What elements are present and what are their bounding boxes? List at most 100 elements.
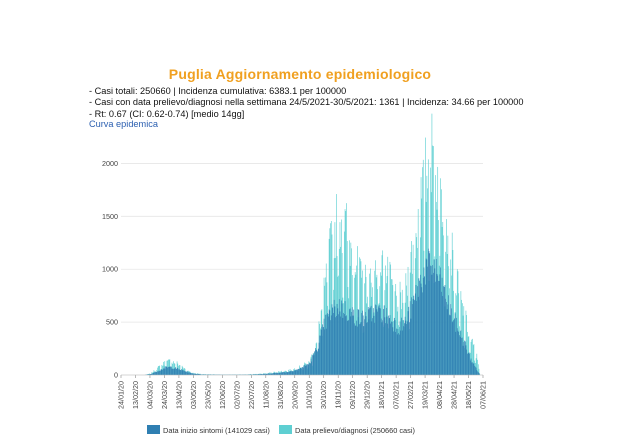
bar (446, 219, 447, 375)
bar (360, 322, 362, 375)
bar (393, 317, 395, 375)
bar (333, 313, 334, 375)
summary-line-total: - Casi totali: 250660 | Incidenza cumula… (89, 86, 347, 96)
bar (259, 374, 260, 375)
bar (410, 318, 412, 375)
bar (454, 318, 455, 375)
bar (435, 281, 436, 375)
bar (179, 370, 181, 375)
bar (438, 281, 440, 375)
bar (324, 329, 326, 375)
bar (440, 267, 441, 375)
bar (452, 321, 454, 375)
bar (149, 374, 150, 375)
x-tick-label: 23/05/20 (203, 381, 212, 409)
bar (313, 355, 315, 375)
bar (372, 308, 374, 375)
bar (396, 328, 397, 375)
bar (276, 372, 278, 375)
bar (463, 306, 465, 375)
bar (434, 268, 436, 375)
bar (421, 198, 423, 375)
bar (321, 326, 323, 375)
bar (433, 146, 434, 375)
bar (312, 355, 313, 375)
bar (418, 278, 420, 375)
bar (456, 269, 458, 375)
bar (299, 369, 300, 375)
bar (341, 300, 342, 375)
bar (359, 258, 361, 375)
bar (173, 361, 174, 375)
bar (162, 369, 163, 375)
bar (323, 318, 325, 375)
bar (471, 339, 473, 375)
bar (464, 341, 466, 375)
bar (363, 326, 365, 375)
x-tick-label: 18/05/21 (464, 381, 473, 409)
y-tick-label: 1500 (102, 212, 118, 221)
bar (338, 299, 340, 375)
bar (356, 265, 357, 375)
bar (322, 327, 324, 375)
bar (415, 284, 417, 375)
bar (151, 372, 153, 375)
bar (441, 189, 442, 375)
bar (195, 373, 197, 375)
bar (429, 253, 431, 375)
bar (472, 362, 473, 375)
bar (422, 292, 423, 375)
x-tick-label: 18/01/21 (377, 381, 386, 409)
y-tick-label: 500 (106, 318, 118, 327)
bar (467, 353, 469, 375)
bar (299, 367, 301, 375)
bar (477, 371, 479, 375)
bar (470, 341, 472, 375)
bar (336, 315, 337, 375)
bar (362, 315, 364, 375)
bar (154, 372, 155, 375)
bar (284, 372, 286, 375)
bar (368, 309, 370, 375)
bar (469, 360, 471, 375)
bar (475, 366, 476, 375)
bar (459, 335, 460, 375)
bar (181, 369, 182, 375)
bar (378, 307, 380, 375)
chart-title: Puglia Aggiornamento epidemiologico (168, 66, 432, 82)
bar (335, 317, 336, 375)
bar (380, 318, 382, 375)
bar (155, 371, 156, 375)
x-tick-label: 19/11/20 (334, 381, 343, 408)
bar (456, 317, 457, 375)
bar (331, 304, 333, 375)
bar (425, 137, 426, 375)
bar (358, 309, 360, 375)
bar (307, 364, 309, 375)
bar (475, 367, 477, 375)
bar (157, 371, 159, 375)
bar (447, 304, 449, 375)
bar (283, 372, 285, 375)
bar (367, 307, 369, 375)
y-tick-label: 1000 (102, 265, 118, 274)
bar (298, 368, 300, 375)
bar (185, 371, 187, 375)
bar (264, 373, 266, 375)
bar (301, 368, 302, 375)
bar (191, 373, 192, 375)
bar (378, 306, 379, 375)
bar (294, 370, 296, 375)
bar (466, 349, 467, 375)
bar (163, 369, 165, 375)
bar (467, 353, 468, 375)
bar (423, 267, 425, 375)
bar (425, 284, 426, 375)
bar (369, 307, 370, 375)
bar (354, 325, 356, 375)
bar (333, 299, 335, 375)
bar (256, 374, 258, 375)
bar (152, 372, 154, 375)
bar (464, 340, 465, 375)
